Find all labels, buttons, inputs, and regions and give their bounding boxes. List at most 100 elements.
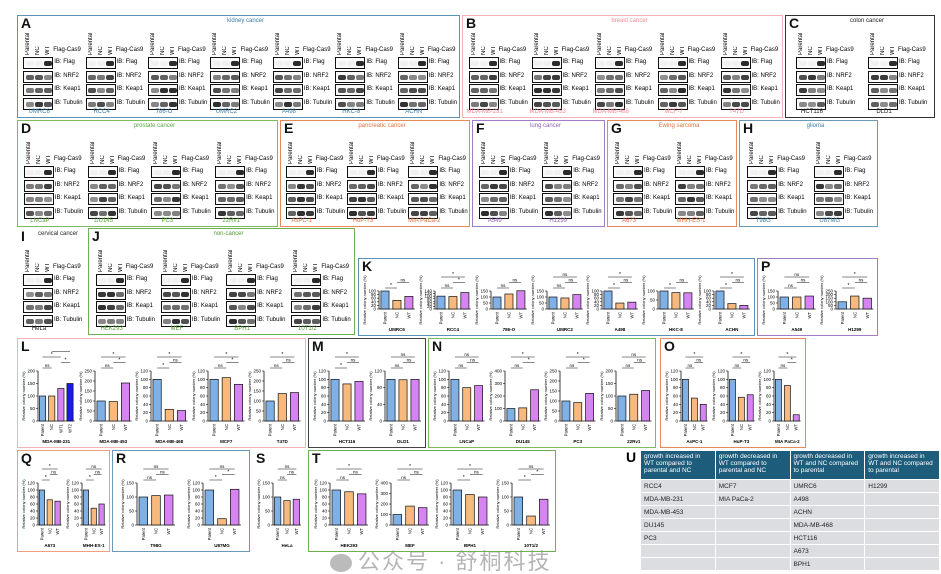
y-tick-label: 100 — [126, 495, 134, 500]
band — [428, 210, 437, 216]
band — [98, 278, 107, 283]
x-tick-label: Parent — [155, 423, 160, 436]
x-tick-label: WT — [462, 312, 467, 319]
band — [108, 197, 117, 202]
band — [90, 210, 99, 216]
panel-items: Parental NC WT Flag-Cas9 IB: Flag IB: NRF2 IB:… — [742, 131, 875, 224]
band — [288, 183, 297, 189]
band — [695, 183, 704, 189]
blot-strip — [613, 179, 643, 192]
x-tick-label: Parent — [452, 423, 457, 436]
panel-title: breast cancer — [611, 18, 648, 24]
band — [597, 88, 605, 93]
table-header: growth decreased in WT compared to paren… — [715, 451, 790, 479]
y-axis-label: Relative colony number (%) — [21, 371, 26, 421]
blot-strip — [23, 274, 53, 286]
antibody-label: IB: Keap1 — [303, 86, 331, 92]
y-tick-label: 80 — [766, 385, 772, 390]
blot-strip — [85, 97, 116, 110]
significance-label: * — [523, 475, 525, 481]
band — [159, 88, 168, 93]
cell-line-name: AsPC-1 — [686, 439, 703, 444]
band — [246, 305, 255, 310]
y-tick-label: 40 — [322, 509, 328, 514]
antibody-label: IB: Tubulin — [439, 208, 468, 215]
y-tick-label: 120 — [318, 369, 326, 374]
lane-labels: Parental NC WT — [96, 240, 126, 272]
blot-header: Flag-Cas9 — [643, 156, 671, 162]
blot-strip — [813, 193, 844, 205]
y-tick-label: 250 — [254, 369, 262, 374]
y-tick-label: 40 — [371, 299, 377, 304]
significance-label: ns — [401, 352, 407, 357]
blot-strip — [23, 206, 54, 219]
bar-parent — [837, 301, 847, 310]
panel-l: L 0 50 100 150 200 Relative colony number (%) P… — [17, 338, 306, 448]
antibody-label: IB: Tubulin — [116, 99, 145, 106]
blot-strip — [87, 166, 118, 178]
x-tick-label: NC — [729, 312, 734, 318]
y-tick-label: 40 — [594, 299, 600, 304]
antibody-label: IB: NRF2 — [706, 181, 731, 188]
band — [419, 210, 428, 216]
table-cell — [715, 506, 790, 518]
band — [293, 291, 302, 297]
blot-strip — [657, 57, 688, 69]
band — [615, 74, 623, 80]
bar-parent — [386, 378, 396, 422]
significance-label: ns — [625, 363, 631, 368]
bar-wt — [54, 500, 61, 526]
y-tick-label: 60 — [594, 296, 600, 301]
blot-strip — [148, 84, 179, 96]
lane-label: WT — [635, 154, 641, 164]
band — [409, 88, 418, 93]
significance-label: * — [162, 363, 164, 369]
blot-header: Flag-Cas9 — [508, 156, 537, 162]
y-tick-label: 80 — [443, 495, 449, 500]
table-row: DU145 MDA-MB-468 — [641, 519, 939, 531]
band — [297, 170, 306, 175]
y-tick-label: 60 — [200, 394, 206, 399]
bar-nc — [526, 515, 536, 526]
band — [615, 183, 624, 189]
band — [171, 170, 180, 175]
x-tick-label: NC — [618, 312, 623, 318]
lane-label: Parental — [410, 141, 417, 164]
band — [293, 74, 302, 80]
bar-nc — [344, 491, 354, 526]
y-tick-label: 120 — [764, 369, 772, 374]
band — [217, 210, 226, 216]
x-tick-label: NC — [345, 424, 350, 430]
blot-strip — [531, 57, 562, 69]
panel-label: D — [21, 120, 32, 136]
band — [311, 278, 320, 283]
blot-strip — [335, 97, 366, 110]
y-tick-label: 0 — [89, 419, 92, 424]
band — [90, 197, 99, 202]
significance-label: ns — [624, 278, 630, 283]
band — [26, 170, 35, 175]
blot-strip — [148, 57, 179, 69]
y-tick-label: 250 — [84, 369, 92, 374]
blot-strip — [210, 70, 241, 83]
band — [358, 170, 367, 175]
antibody-label: IB: Flag — [428, 59, 450, 65]
significance-label: ns — [734, 363, 740, 368]
significance-label: ns — [696, 358, 702, 363]
y-tick-label: 100 — [592, 289, 600, 294]
table-cell — [865, 519, 939, 531]
x-tick-label: NC — [575, 424, 580, 430]
antibody-label: IB: Tubulin — [625, 99, 654, 106]
band — [562, 170, 571, 175]
y-tick-label: 80 — [441, 385, 447, 390]
lane-label: Parental — [25, 249, 31, 272]
y-axis-label: Relative colony number (%) — [256, 479, 261, 529]
band — [297, 210, 306, 216]
band — [302, 305, 311, 310]
blot-header: Flag-Cas9 — [302, 47, 331, 53]
x-tick-label: WT — [123, 424, 128, 431]
band — [367, 170, 376, 175]
blot-strip — [346, 206, 377, 219]
blot-header: Flag-Cas9 — [256, 264, 284, 270]
